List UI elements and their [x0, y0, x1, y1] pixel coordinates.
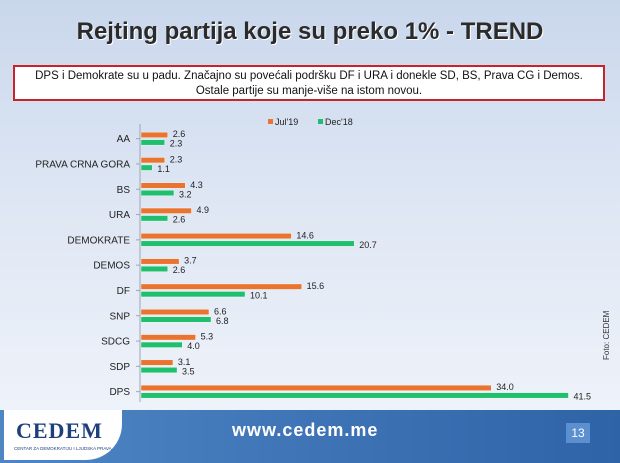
legend-label: Dec'18 — [325, 117, 353, 127]
bar-dec18 — [140, 164, 153, 171]
data-label: 3.2 — [179, 189, 192, 199]
bar-dec18 — [140, 291, 246, 298]
category-label: DPS — [109, 387, 130, 398]
category-label: DEMOS — [93, 261, 130, 272]
summary-note: DPS i Demokrate su u padu. Značajno su p… — [13, 65, 605, 101]
data-label: 3.7 — [184, 256, 197, 266]
category-label: BS — [117, 185, 131, 196]
category-label: DF — [117, 286, 130, 297]
data-label: 6.6 — [214, 306, 227, 316]
bar-jul19 — [140, 182, 186, 189]
data-label: 20.7 — [359, 240, 377, 250]
bar-jul19 — [140, 283, 302, 290]
category-label: AA — [117, 134, 131, 145]
bar-dec18 — [140, 240, 355, 247]
bar-dec18 — [140, 139, 165, 146]
bar-dec18 — [140, 190, 175, 196]
bar-jul19 — [140, 258, 180, 265]
logo-subtitle: CENTAR ZA DEMOKRATIJU I LJUDSKA PRAVA — [14, 446, 112, 451]
data-label: 5.3 — [201, 332, 214, 342]
bar-jul19 — [140, 207, 192, 214]
category-label: SDP — [109, 362, 130, 373]
data-label: 41.5 — [573, 392, 591, 402]
bar-dec18 — [140, 392, 569, 399]
category-label: DEMOKRATE — [67, 235, 130, 246]
bar-jul19 — [140, 233, 292, 240]
bar-jul19 — [140, 309, 210, 315]
category-label: SNP — [109, 311, 130, 322]
legend-swatch — [318, 119, 323, 124]
data-label: 15.6 — [307, 281, 325, 291]
data-label: 2.3 — [170, 154, 183, 164]
bar-dec18 — [140, 215, 168, 222]
bar-dec18 — [140, 341, 183, 348]
chart-title: Rejting partija koje su preko 1% - TREND — [76, 18, 544, 45]
website-url[interactable]: www.cedem.me — [232, 420, 379, 440]
data-label: 1.1 — [157, 164, 170, 174]
bar-jul19 — [140, 157, 165, 164]
logo-panel — [4, 410, 122, 460]
data-label: 3.1 — [178, 357, 191, 367]
data-label: 34.0 — [496, 382, 514, 392]
bar-jul19 — [140, 131, 168, 138]
data-label: 4.3 — [190, 180, 203, 190]
bar-jul19 — [140, 359, 174, 366]
photo-credit: Foto: CEDEM — [602, 310, 611, 360]
data-label: 2.6 — [173, 129, 186, 139]
legend-swatch — [268, 119, 273, 124]
data-label: 3.5 — [182, 366, 195, 376]
bar-jul19 — [140, 384, 492, 391]
category-label: SDCG — [101, 337, 130, 348]
data-label: 2.6 — [173, 265, 186, 275]
category-label: URA — [109, 210, 130, 221]
bar-dec18 — [140, 316, 212, 323]
data-label: 10.1 — [250, 290, 268, 300]
data-label: 4.9 — [196, 205, 209, 215]
bar-jul19 — [140, 334, 196, 341]
legend-label: Jul'19 — [275, 117, 298, 127]
page-number: 13 — [566, 423, 590, 443]
data-label: 14.6 — [296, 230, 314, 240]
category-label: PRAVA CRNA GORA — [35, 159, 130, 170]
data-label: 6.8 — [216, 316, 229, 326]
data-label: 2.6 — [173, 215, 186, 225]
bar-dec18 — [140, 367, 178, 374]
data-label: 4.0 — [187, 341, 200, 351]
data-label: 2.3 — [170, 139, 183, 149]
summary-line-2: Ostale partije su manje-više na istom no… — [195, 85, 423, 97]
bar-dec18 — [140, 265, 168, 272]
cedem-logo: CEDEM — [16, 418, 103, 443]
summary-line-1: DPS i Demokrate su u padu. Značajno su p… — [35, 70, 583, 82]
